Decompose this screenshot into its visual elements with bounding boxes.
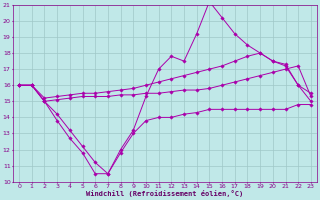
X-axis label: Windchill (Refroidissement éolien,°C): Windchill (Refroidissement éolien,°C) — [86, 190, 244, 197]
